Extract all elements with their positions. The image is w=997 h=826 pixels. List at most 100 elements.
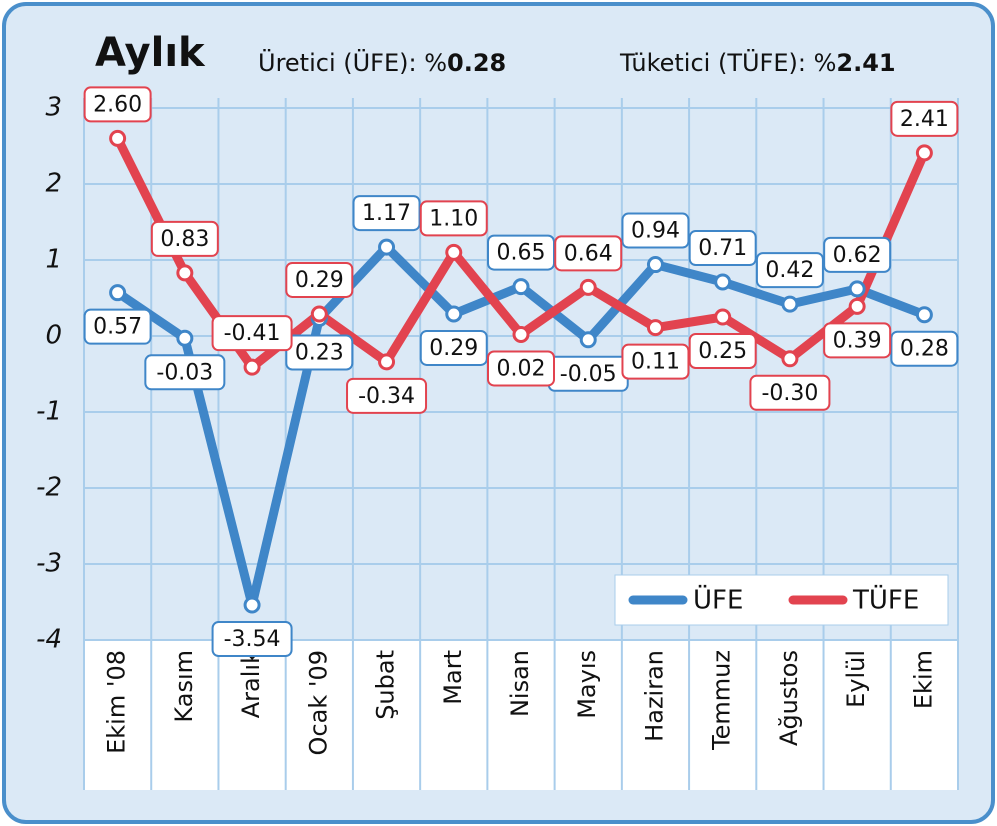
data-label: 0.71 — [698, 236, 747, 261]
y-tick-label: 1 — [45, 245, 62, 275]
y-tick-label: -2 — [36, 473, 62, 503]
label-box — [285, 261, 354, 298]
point — [915, 144, 933, 162]
label-box — [487, 350, 555, 387]
chart-title: Aylık — [95, 30, 206, 76]
data-label: 0.11 — [631, 350, 680, 375]
label-box — [419, 200, 488, 237]
subtitle-value: 0.28 — [447, 49, 506, 77]
label-box — [749, 374, 831, 411]
y-tick-label: 2 — [45, 169, 62, 199]
data-label: 0.64 — [564, 241, 613, 266]
point — [646, 256, 664, 274]
data-label: 1.10 — [429, 206, 478, 231]
y-tick-label: -4 — [36, 625, 62, 655]
y-tick-label: 0 — [45, 321, 62, 351]
label-box — [621, 343, 690, 380]
point — [243, 596, 261, 614]
label-box — [211, 315, 293, 352]
label-box — [890, 100, 959, 137]
data-label: -0.30 — [761, 381, 818, 406]
point — [579, 331, 597, 349]
label-box — [285, 334, 354, 371]
label-box — [823, 236, 892, 273]
label-box — [688, 333, 757, 369]
x-tick-label: Eylül — [842, 650, 870, 708]
point — [445, 305, 463, 323]
label-box — [419, 329, 488, 366]
point — [781, 295, 799, 313]
data-label: 0.42 — [765, 258, 814, 283]
data-label: 0.83 — [160, 227, 209, 252]
y-tick-label: -1 — [36, 397, 62, 427]
data-label: 0.65 — [497, 241, 546, 266]
point — [243, 358, 261, 376]
legend-label: ÜFE — [693, 584, 743, 616]
point — [310, 305, 328, 323]
point — [848, 297, 866, 315]
point — [176, 264, 194, 282]
subtitle: Üretici (ÜFE): %0.28 — [258, 48, 506, 77]
point — [176, 329, 194, 347]
y-tick-label: 3 — [45, 93, 62, 123]
point — [378, 238, 396, 256]
label-box — [487, 234, 555, 271]
x-tick-label: Temmuz — [708, 650, 736, 751]
point — [445, 243, 463, 261]
label-box — [823, 322, 892, 359]
data-label: 2.60 — [93, 92, 142, 117]
label-box — [890, 330, 959, 367]
label-box — [83, 308, 152, 345]
legend-label: TÜFE — [852, 584, 919, 616]
label-box — [346, 377, 428, 414]
data-label: 2.41 — [900, 107, 949, 132]
label-box — [352, 195, 421, 232]
label-box — [688, 230, 757, 267]
data-label: -0.41 — [224, 321, 281, 346]
data-label: 0.62 — [833, 243, 882, 268]
x-tick-label: Haziran — [640, 650, 668, 742]
point — [378, 353, 396, 371]
point — [714, 273, 732, 291]
label-box — [755, 252, 824, 289]
x-tick-label: Mart — [439, 650, 467, 705]
x-tick-label: Nisan — [506, 650, 534, 717]
data-label: 0.28 — [900, 337, 949, 362]
x-tick-label: Ağustos — [775, 650, 803, 746]
x-tick-label: Şubat — [372, 650, 400, 720]
data-label: 0.25 — [698, 339, 747, 364]
x-tick-label: Ekim — [909, 650, 937, 709]
data-label: -0.05 — [560, 362, 617, 387]
point — [512, 278, 530, 296]
point — [646, 319, 664, 337]
x-label-area — [84, 640, 958, 790]
subtitle-text: Üretici (ÜFE): % — [258, 48, 447, 77]
x-tick-label: Mayıs — [573, 650, 601, 719]
label-box — [211, 621, 293, 658]
x-tick-label: Ekim '08 — [103, 650, 131, 754]
subtitle-text: Tüketici (TÜFE): % — [619, 48, 836, 77]
y-tick-label: -3 — [36, 549, 62, 579]
data-label: 1.17 — [362, 201, 411, 226]
x-tick-label: Kasım — [170, 650, 198, 723]
x-tick-label: Ocak '09 — [304, 650, 332, 755]
data-label: 0.57 — [93, 315, 142, 340]
subtitle: Tüketici (TÜFE): %2.41 — [619, 48, 896, 77]
data-label: 0.02 — [497, 356, 546, 381]
point — [781, 350, 799, 368]
label-box — [144, 354, 226, 391]
data-label: 0.94 — [631, 219, 680, 244]
point — [915, 306, 933, 324]
label-box — [150, 220, 219, 257]
point — [512, 325, 530, 343]
data-label: 0.39 — [833, 328, 882, 353]
data-label: -0.03 — [156, 360, 213, 385]
data-label: 0.23 — [295, 341, 344, 366]
data-label: 0.29 — [429, 336, 478, 361]
subtitle-value: 2.41 — [836, 49, 895, 77]
label-box — [621, 212, 690, 249]
label-box — [83, 86, 152, 123]
point — [109, 129, 127, 147]
point — [109, 284, 127, 302]
